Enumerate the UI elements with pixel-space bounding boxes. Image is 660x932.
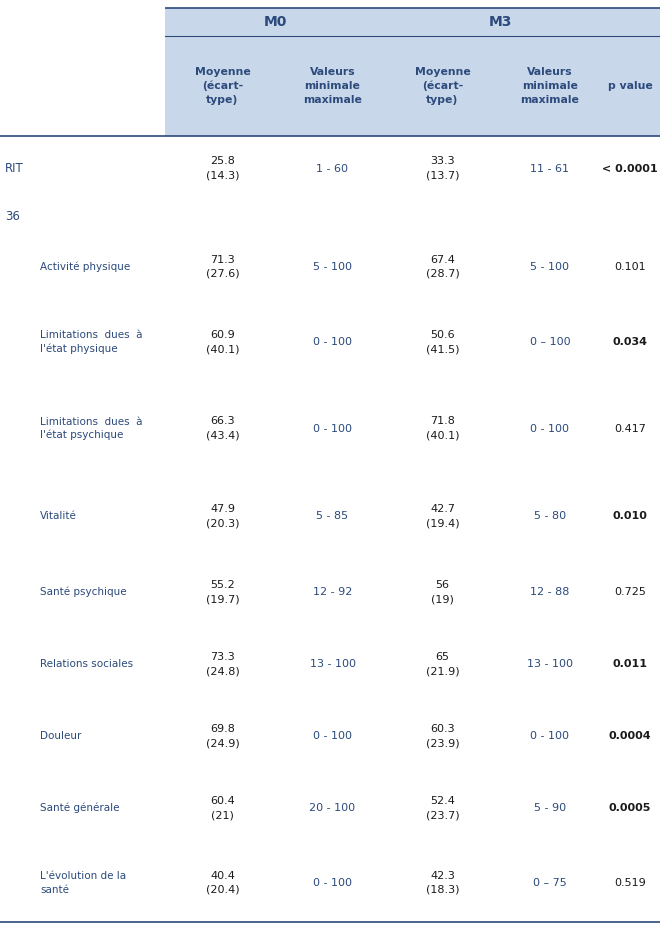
Text: 60.9
(40.1): 60.9 (40.1): [206, 330, 239, 354]
Text: 0.0005: 0.0005: [609, 803, 651, 813]
Text: 33.3
(13.7): 33.3 (13.7): [426, 157, 459, 181]
Text: 0 - 100: 0 - 100: [313, 878, 352, 888]
Text: Santé générale: Santé générale: [40, 802, 119, 814]
Text: Vitalité: Vitalité: [40, 511, 77, 521]
Text: 0.034: 0.034: [612, 337, 647, 347]
Text: 0 – 75: 0 – 75: [533, 878, 567, 888]
Text: 60.3
(23.9): 60.3 (23.9): [426, 724, 459, 748]
Text: 0 - 100: 0 - 100: [531, 731, 570, 741]
Text: 5 - 100: 5 - 100: [313, 262, 352, 272]
Text: Moyenne
(écart-
type): Moyenne (écart- type): [195, 66, 250, 105]
Text: 0 - 100: 0 - 100: [313, 337, 352, 347]
Text: 65
(21.9): 65 (21.9): [426, 652, 459, 676]
Text: 42.7
(19.4): 42.7 (19.4): [426, 504, 459, 528]
Text: 0.417: 0.417: [614, 423, 646, 433]
Text: RIT: RIT: [5, 162, 24, 175]
Bar: [165, 8, 660, 136]
Text: p value: p value: [608, 81, 652, 91]
Text: Douleur: Douleur: [40, 731, 81, 741]
Text: 11 - 61: 11 - 61: [531, 163, 570, 173]
Text: 0.0004: 0.0004: [609, 731, 651, 741]
Text: 60.4
(21): 60.4 (21): [210, 796, 235, 820]
Text: 0.010: 0.010: [612, 511, 647, 521]
Text: 47.9
(20.3): 47.9 (20.3): [206, 504, 239, 528]
Text: Limitations  dues  à
l'état physique: Limitations dues à l'état physique: [40, 330, 143, 354]
Text: 5 - 100: 5 - 100: [531, 262, 570, 272]
Text: Moyenne
(écart-
type): Moyenne (écart- type): [414, 66, 471, 105]
Text: 42.3
(18.3): 42.3 (18.3): [426, 871, 459, 895]
Text: 1 - 60: 1 - 60: [317, 163, 348, 173]
Text: Activité physique: Activité physique: [40, 262, 130, 272]
Text: 5 - 90: 5 - 90: [534, 803, 566, 813]
Text: 12 - 92: 12 - 92: [313, 587, 352, 597]
Text: 0 - 100: 0 - 100: [313, 423, 352, 433]
Text: 55.2
(19.7): 55.2 (19.7): [206, 580, 240, 604]
Text: 0 – 100: 0 – 100: [530, 337, 570, 347]
Text: 0.101: 0.101: [614, 262, 646, 272]
Text: Valeurs
minimale
maximale: Valeurs minimale maximale: [303, 67, 362, 105]
Text: 50.6
(41.5): 50.6 (41.5): [426, 330, 459, 354]
Text: Santé psychique: Santé psychique: [40, 587, 127, 597]
Text: Relations sociales: Relations sociales: [40, 659, 133, 669]
Text: 0 - 100: 0 - 100: [313, 731, 352, 741]
Text: 56
(19): 56 (19): [431, 580, 454, 604]
Text: 66.3
(43.4): 66.3 (43.4): [206, 417, 240, 441]
Text: 0.519: 0.519: [614, 878, 646, 888]
Text: 52.4
(23.7): 52.4 (23.7): [426, 796, 459, 820]
Text: 71.3
(27.6): 71.3 (27.6): [206, 255, 240, 279]
Text: 36: 36: [5, 210, 20, 223]
Text: M0: M0: [263, 15, 286, 29]
Text: 5 - 85: 5 - 85: [316, 511, 348, 521]
Text: Limitations  dues  à
l'état psychique: Limitations dues à l'état psychique: [40, 417, 143, 441]
Text: 69.8
(24.9): 69.8 (24.9): [206, 724, 240, 748]
Text: 12 - 88: 12 - 88: [531, 587, 570, 597]
Text: 13 - 100: 13 - 100: [310, 659, 356, 669]
Text: 25.8
(14.3): 25.8 (14.3): [206, 157, 239, 181]
Text: 5 - 80: 5 - 80: [534, 511, 566, 521]
Text: 71.8
(40.1): 71.8 (40.1): [426, 417, 459, 441]
Text: 13 - 100: 13 - 100: [527, 659, 573, 669]
Text: M3: M3: [489, 15, 512, 29]
Text: 0 - 100: 0 - 100: [531, 423, 570, 433]
Text: 20 - 100: 20 - 100: [310, 803, 356, 813]
Text: 0.725: 0.725: [614, 587, 646, 597]
Text: 67.4
(28.7): 67.4 (28.7): [426, 255, 459, 279]
Text: 0.011: 0.011: [612, 659, 647, 669]
Text: < 0.0001: < 0.0001: [602, 163, 658, 173]
Text: 40.4
(20.4): 40.4 (20.4): [206, 871, 240, 895]
Text: Valeurs
minimale
maximale: Valeurs minimale maximale: [521, 67, 579, 105]
Text: L'évolution de la
santé: L'évolution de la santé: [40, 871, 126, 895]
Text: 73.3
(24.8): 73.3 (24.8): [206, 652, 240, 676]
